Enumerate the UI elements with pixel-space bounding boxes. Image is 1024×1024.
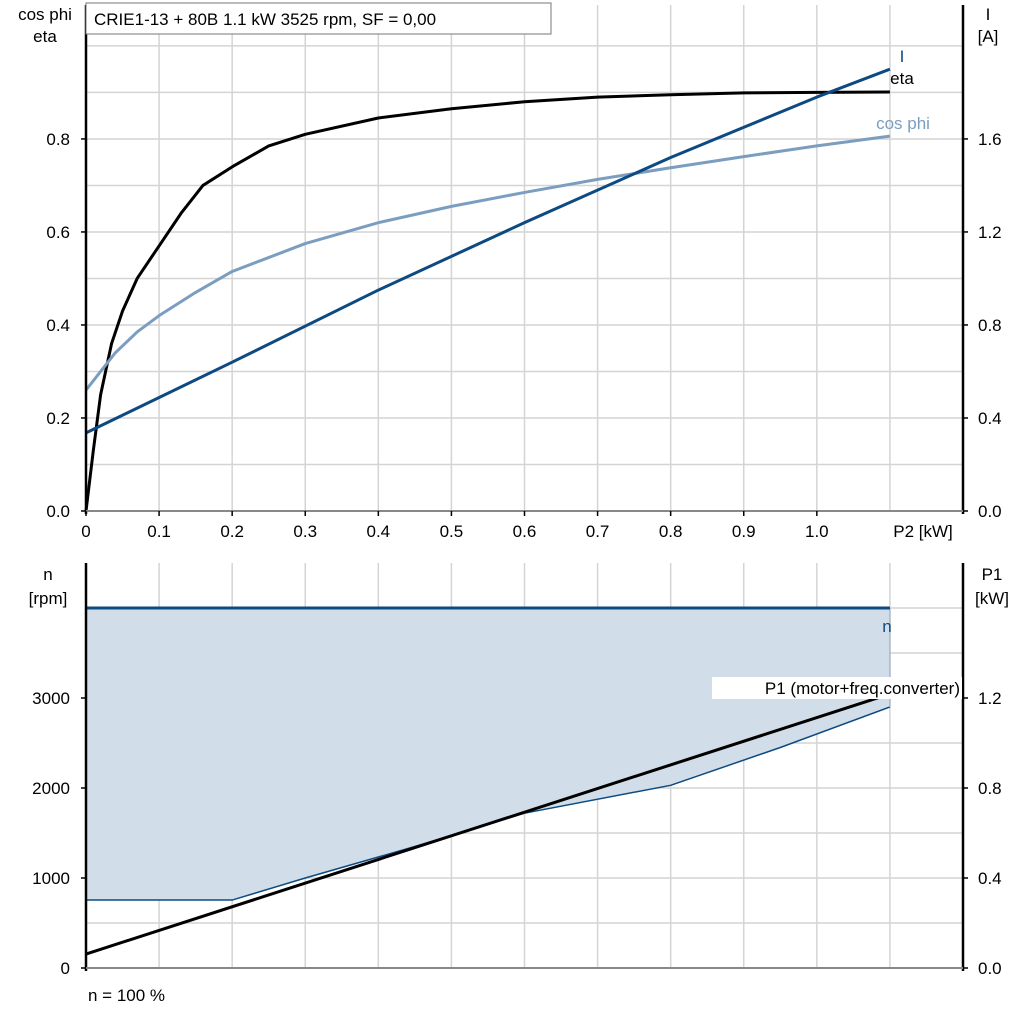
y-tick-label-right: 0.0: [978, 959, 1002, 978]
y-tick-label-left: 0.6: [46, 223, 70, 242]
tick-labels: 0 0.1 0.2 0.3 0.4 0.5 0.6 0.7 0.8 0.9 1.0 0.0 0.2 0.4…: [32, 130, 1001, 978]
x-tick-label: 0.6: [513, 522, 537, 541]
top-grid: [86, 5, 964, 511]
y-tick-label-left: 2000: [32, 779, 70, 798]
bottom-right-axis-label-2: [kW]: [975, 589, 1009, 608]
series-lines: [84, 67, 891, 956]
title-box: [85, 2, 552, 35]
x-tick-label: 0: [81, 522, 90, 541]
top-left-axis-label-2: eta: [33, 27, 57, 46]
chart-title: CRIE1-13 + 80B 1.1 kW 3525 rpm, SF = 0,0…: [94, 10, 436, 29]
x-tick-label: 0.3: [293, 522, 317, 541]
x-tick-label: 0.7: [586, 522, 610, 541]
y-tick-label-right: 1.6: [978, 130, 1002, 149]
y-tick-label-left: 3000: [32, 689, 70, 708]
series-label-I: I: [900, 47, 905, 66]
x-tick-label: 0.1: [147, 522, 171, 541]
y-tick-label-left: 0.2: [46, 409, 70, 428]
axes: [81, 5, 968, 971]
speed-range-fill: [86, 608, 890, 901]
speed-range-area: [86, 608, 891, 901]
series-label-eta: eta: [890, 69, 914, 88]
y-tick-label-right: 0.0: [978, 502, 1002, 521]
y-tick-label-right: 1.2: [978, 689, 1002, 708]
top-right-axis-label-2: [A]: [978, 27, 999, 46]
series-line-cos: [84, 134, 891, 392]
y-tick-label-left: 0.8: [46, 130, 70, 149]
y-tick-label-left: 1000: [32, 869, 70, 888]
x-tick-label: 0.4: [367, 522, 391, 541]
series-label-n: n: [882, 617, 891, 636]
y-tick-label-right: 1.2: [978, 223, 1002, 242]
bottom-left-axis-label-1: n: [43, 565, 52, 584]
y-tick-label-right: 0.4: [978, 869, 1002, 888]
bottom-right-axis-label-1: P1: [982, 565, 1003, 584]
speed-footer: n = 100 %: [88, 986, 165, 1005]
series-label-p1: P1 (motor+freq.converter): [765, 679, 960, 698]
series-line-p1: [85, 692, 891, 956]
y-tick-label-left: 0: [61, 959, 70, 978]
y-tick-label-right: 0.8: [978, 316, 1002, 335]
x-tick-label: 0.9: [732, 522, 756, 541]
top-right-axis-label-1: I: [986, 5, 991, 24]
top-left-axis-label-1: cos phi: [18, 5, 72, 24]
bottom-left-axis-label-2: [rpm]: [29, 589, 68, 608]
y-tick-label-left: 0.4: [46, 316, 70, 335]
series-line-i: [85, 67, 891, 435]
x-tick-label: 0.5: [440, 522, 464, 541]
p1-label-bg: [712, 677, 962, 699]
y-tick-label-right: 0.8: [978, 779, 1002, 798]
y-tick-label-left: 0.0: [46, 502, 70, 521]
series-line-eta: [84, 90, 890, 512]
y-tick-label-right: 0.4: [978, 409, 1002, 428]
x-tick-label: 0.2: [220, 522, 244, 541]
x-tick-label: 1.0: [805, 522, 829, 541]
x-tick-label: 0.8: [659, 522, 683, 541]
series-label-cos-phi: cos phi: [876, 114, 930, 133]
x-axis-label: P2 [kW]: [893, 522, 953, 541]
